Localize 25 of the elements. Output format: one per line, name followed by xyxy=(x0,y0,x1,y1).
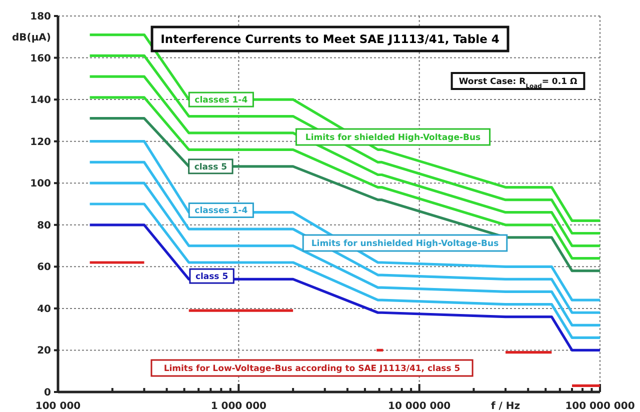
x-tick-label: 100 000 xyxy=(35,401,81,412)
y-tick-label: 60 xyxy=(37,262,52,274)
x-tick-label: 100 000 000 xyxy=(565,401,635,412)
y-tick-label: 120 xyxy=(30,136,52,148)
y-tick-label: 160 xyxy=(30,53,52,64)
y-tick-label: 180 xyxy=(30,12,52,22)
annotation: Worst Case: R$_{Load}$= 0.1 Ω xyxy=(458,76,578,90)
x-tick-label: 10 000 000 xyxy=(388,401,451,412)
y-tick-label: 80 xyxy=(37,220,52,232)
text: Interference Currents to Meet SAE J1113/41, Table 4 xyxy=(160,32,500,46)
x-axis-title: f / Hz xyxy=(490,401,520,412)
annotation: Limits for Low-Voltage-Bus according to SAE J1113/41, class 5 xyxy=(164,364,460,374)
annotation: class 5 xyxy=(195,272,228,282)
annotation: classes 1-4 xyxy=(194,206,248,216)
y-tick-label: 40 xyxy=(37,304,52,315)
annotation: Limits for shielded High-Voltage-Bus xyxy=(305,132,481,143)
y-axis-title: dB(μA) xyxy=(12,32,51,44)
y-tick-label: 0 xyxy=(44,388,52,398)
annotation: Limits for unshielded High-Voltage-Bus xyxy=(311,238,499,249)
annotation: class 5 xyxy=(194,162,228,172)
y-tick-label: 140 xyxy=(30,95,52,106)
x-tick-label: 1 000 000 xyxy=(210,401,267,412)
y-tick-label: 20 xyxy=(37,346,52,357)
annotation: classes 1-4 xyxy=(194,96,248,106)
y-tick-label: 100 xyxy=(30,178,52,190)
